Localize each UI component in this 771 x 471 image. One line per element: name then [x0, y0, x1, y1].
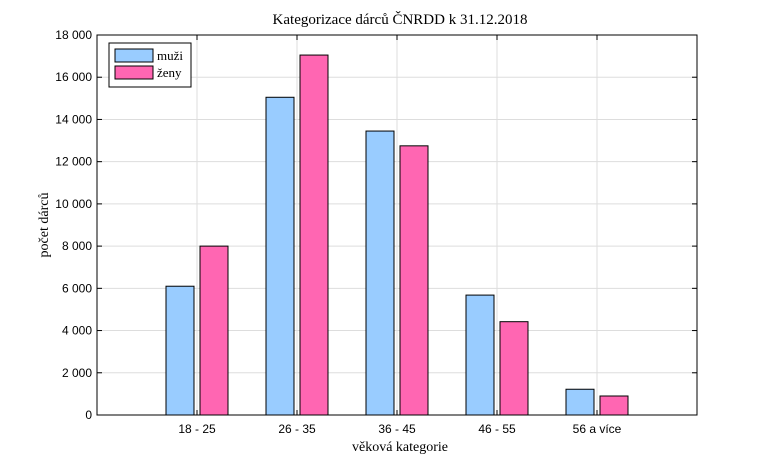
y-tick-label: 8 000 [62, 239, 92, 253]
bar-series2-2 [399, 145, 429, 416]
chart-title: Kategorizace dárců ČNRDD k 31.12.2018 [273, 11, 528, 28]
bar-series1-2 [365, 130, 395, 416]
grid [97, 34, 697, 416]
x-tick-label: 26 - 35 [278, 422, 316, 436]
y-tick-label: 0 [85, 408, 92, 422]
bar-series2-1 [299, 54, 329, 416]
y-axis-label: počet dárců [37, 193, 52, 258]
x-tick-label: 36 - 45 [378, 422, 416, 436]
bar-series2-0 [199, 245, 229, 416]
axis-ticks: 0 2 000 4 000 6 000 8 000 10 000 12 000 14 000 1… [55, 28, 697, 436]
legend-label: muži [157, 48, 183, 63]
y-tick-label: 12 000 [55, 155, 92, 169]
legend-swatch [114, 65, 154, 80]
x-axis-label: věková kategorie [352, 440, 448, 455]
y-tick-label: 14 000 [55, 112, 92, 126]
bar-series2-3 [499, 321, 529, 416]
bar-series1-4 [565, 388, 595, 416]
y-tick-label: 18 000 [55, 28, 92, 42]
y-tick-label: 10 000 [55, 197, 92, 211]
bars [165, 54, 629, 416]
y-tick-label: 4 000 [62, 324, 92, 338]
y-tick-label: 6 000 [62, 281, 92, 295]
bar-series2-4 [599, 395, 629, 416]
bar-series1-0 [165, 285, 195, 416]
legend-swatch [114, 48, 154, 63]
bar-series1-1 [265, 96, 295, 416]
y-tick-label: 2 000 [62, 366, 92, 380]
x-tick-label: 56 a více [573, 422, 622, 436]
y-tick-label: 16 000 [55, 70, 92, 84]
x-tick-label: 18 - 25 [178, 422, 216, 436]
legend: muži ženy [108, 42, 192, 88]
legend-label: ženy [157, 65, 182, 80]
bar-series1-3 [465, 294, 495, 416]
x-tick-label: 46 - 55 [478, 422, 516, 436]
